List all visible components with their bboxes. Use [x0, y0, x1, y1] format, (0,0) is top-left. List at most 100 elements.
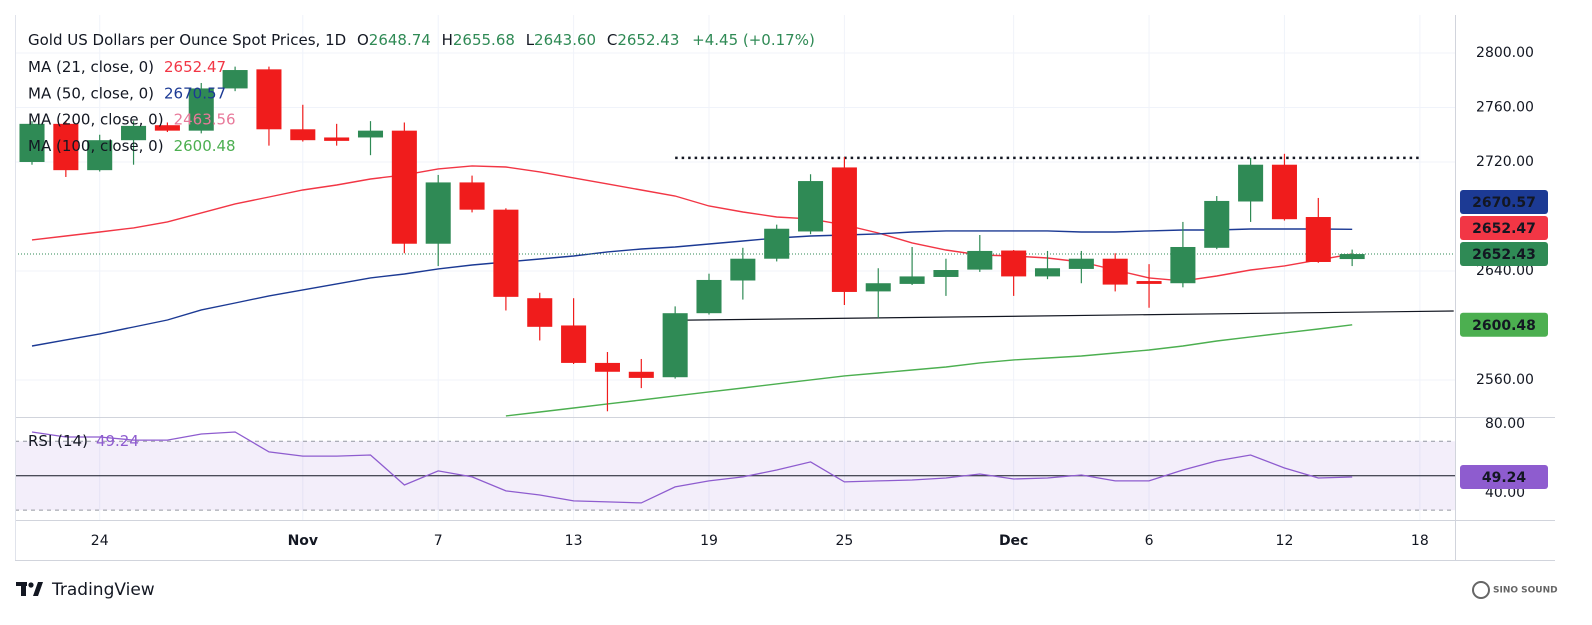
y-tick-label: 2800.00 [1476, 45, 1534, 61]
price-label-box [1460, 242, 1548, 267]
candle-body [1204, 200, 1230, 248]
candle-body [222, 70, 248, 89]
legend-entry: MA (100, close, 0) 2600.48 [28, 136, 236, 154]
moving-average-line [31, 228, 1353, 347]
legend-entry: MA (200, close, 0) 2463.56 [28, 110, 236, 128]
rsi-label-box [1460, 465, 1548, 490]
legend-name: RSI (14) [28, 432, 88, 450]
legend-value: 2463.56 [174, 110, 236, 128]
rsi-tick-label: 80.00 [1485, 416, 1525, 432]
x-tick-label: Dec [999, 533, 1028, 549]
candle-body [1238, 164, 1264, 202]
candle-body [1136, 281, 1162, 284]
quote-value: 2655.68 [453, 31, 515, 49]
candle-body [831, 167, 857, 292]
candle-body [324, 137, 350, 141]
x-tick-label: 18 [1411, 533, 1429, 549]
candle-body [121, 125, 147, 141]
x-tick-label: 25 [835, 533, 853, 549]
candle-body [1034, 268, 1061, 277]
y-tick-label: 2560.00 [1476, 372, 1534, 388]
y-tick-label: 2760.00 [1476, 99, 1534, 115]
watermark-icon [1472, 581, 1490, 599]
candle-body [865, 283, 891, 292]
candle-body [527, 298, 553, 327]
chart-title: Gold US Dollars per Ounce Spot Prices, 1… [28, 31, 346, 49]
candle-body [188, 88, 214, 131]
legend-entry: MA (21, close, 0) 2652.47 [28, 58, 226, 76]
candle-body [1305, 217, 1331, 262]
candle-body [53, 123, 79, 171]
rsi-label-box-text: 49.24 [1482, 470, 1527, 486]
footer: TradingView SINO SOUND [16, 580, 1558, 600]
price-label-box [1460, 312, 1548, 337]
brand-name: TradingView [51, 580, 155, 600]
candle-body [154, 125, 180, 131]
candle-body [662, 313, 688, 378]
quote-key: O [357, 31, 369, 49]
brand-logo [16, 582, 43, 596]
candle-body [730, 258, 756, 281]
candle-body [1068, 258, 1094, 269]
trend-drawing [675, 310, 1454, 321]
candle-body [798, 181, 824, 232]
legend-name: MA (100, close, 0) [28, 136, 164, 154]
candle-body [561, 325, 587, 363]
candle-body [357, 130, 384, 138]
rsi-line [31, 431, 1353, 504]
y-tick-label: 2720.00 [1476, 154, 1534, 170]
candle-body [290, 129, 316, 141]
quote-value: 2652.43 [617, 31, 679, 49]
watermark: SINO SOUND [1493, 586, 1558, 596]
price-label-box-text: 2652.47 [1472, 221, 1536, 237]
x-tick-label: 19 [700, 533, 718, 549]
legend-value: 2600.48 [174, 136, 236, 154]
candle-body [1170, 246, 1196, 284]
candle-body [696, 279, 722, 314]
quote-key: C [607, 31, 617, 49]
candle-body [1339, 254, 1365, 260]
candle-body [459, 182, 485, 210]
legend-entry: MA (50, close, 0) 2670.57 [28, 84, 226, 102]
candle-body [628, 371, 654, 378]
y-tick-label: 2640.00 [1476, 263, 1534, 279]
x-tick-label: 12 [1276, 533, 1294, 549]
price-label-box-text: 2600.48 [1472, 318, 1536, 334]
legend-value: 2652.47 [164, 58, 226, 76]
rsi-legend: RSI (14) 49.24 [28, 432, 139, 450]
price-label-box-text: 2652.43 [1472, 247, 1536, 263]
legend-value: 49.24 [96, 432, 139, 450]
x-tick-label: Nov [288, 533, 318, 549]
price-label-box [1460, 190, 1548, 215]
candle-body [493, 209, 519, 297]
price-label-box [1460, 216, 1548, 241]
x-tick-label: 24 [91, 533, 109, 549]
x-tick-label: 7 [434, 533, 443, 549]
legend-name: MA (21, close, 0) [28, 58, 154, 76]
moving-average-line [31, 165, 1353, 282]
quote-key: L [526, 31, 535, 49]
candle-body [1271, 164, 1297, 220]
header: Gold US Dollars per Ounce Spot Prices, 1… [28, 31, 815, 49]
candle-body [87, 140, 113, 171]
quote-key: H [442, 31, 453, 49]
x-tick-label: 6 [1145, 533, 1154, 549]
legend-name: MA (200, close, 0) [28, 110, 164, 128]
x-tick-label: 13 [565, 533, 583, 549]
candle-body [19, 123, 45, 162]
candle-body [256, 69, 282, 130]
candle-body [391, 130, 417, 244]
candle-body [425, 182, 451, 244]
candle-body [1001, 250, 1027, 277]
candle-body [933, 270, 959, 277]
quote-value: 2643.60 [534, 31, 596, 49]
candle-body [1102, 258, 1128, 285]
moving-average-line [505, 324, 1353, 417]
candle-body [764, 228, 790, 259]
legend-value: 2670.57 [164, 84, 226, 102]
candle-body [899, 276, 925, 284]
candle-body [594, 362, 620, 372]
legend-name: MA (50, close, 0) [28, 84, 154, 102]
